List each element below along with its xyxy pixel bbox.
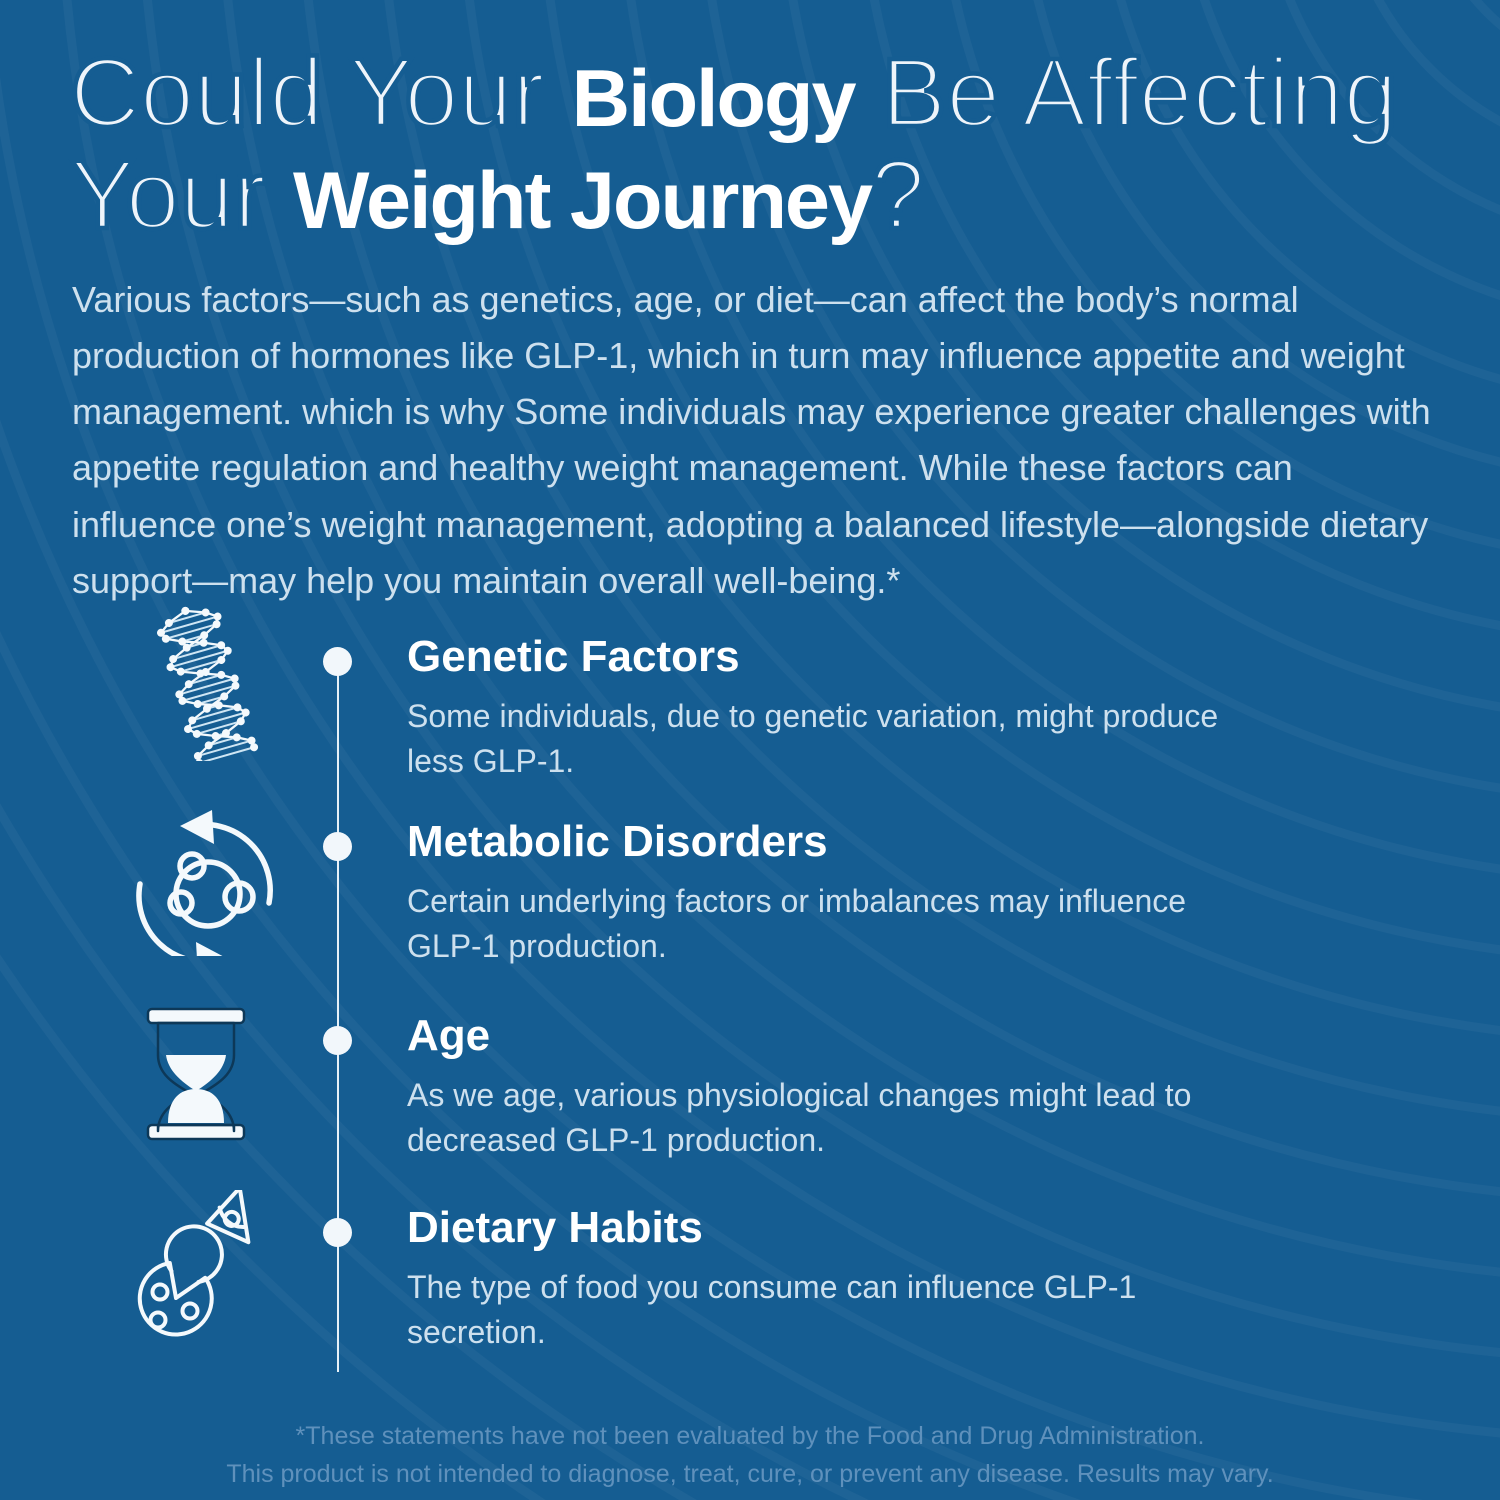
svg-text:Your Weight Journey?: Your Weight Journey?: [70, 140, 925, 249]
svg-text:Could Your Biology Be Affectin: Could Your Biology Be Affecting: [70, 38, 1397, 147]
